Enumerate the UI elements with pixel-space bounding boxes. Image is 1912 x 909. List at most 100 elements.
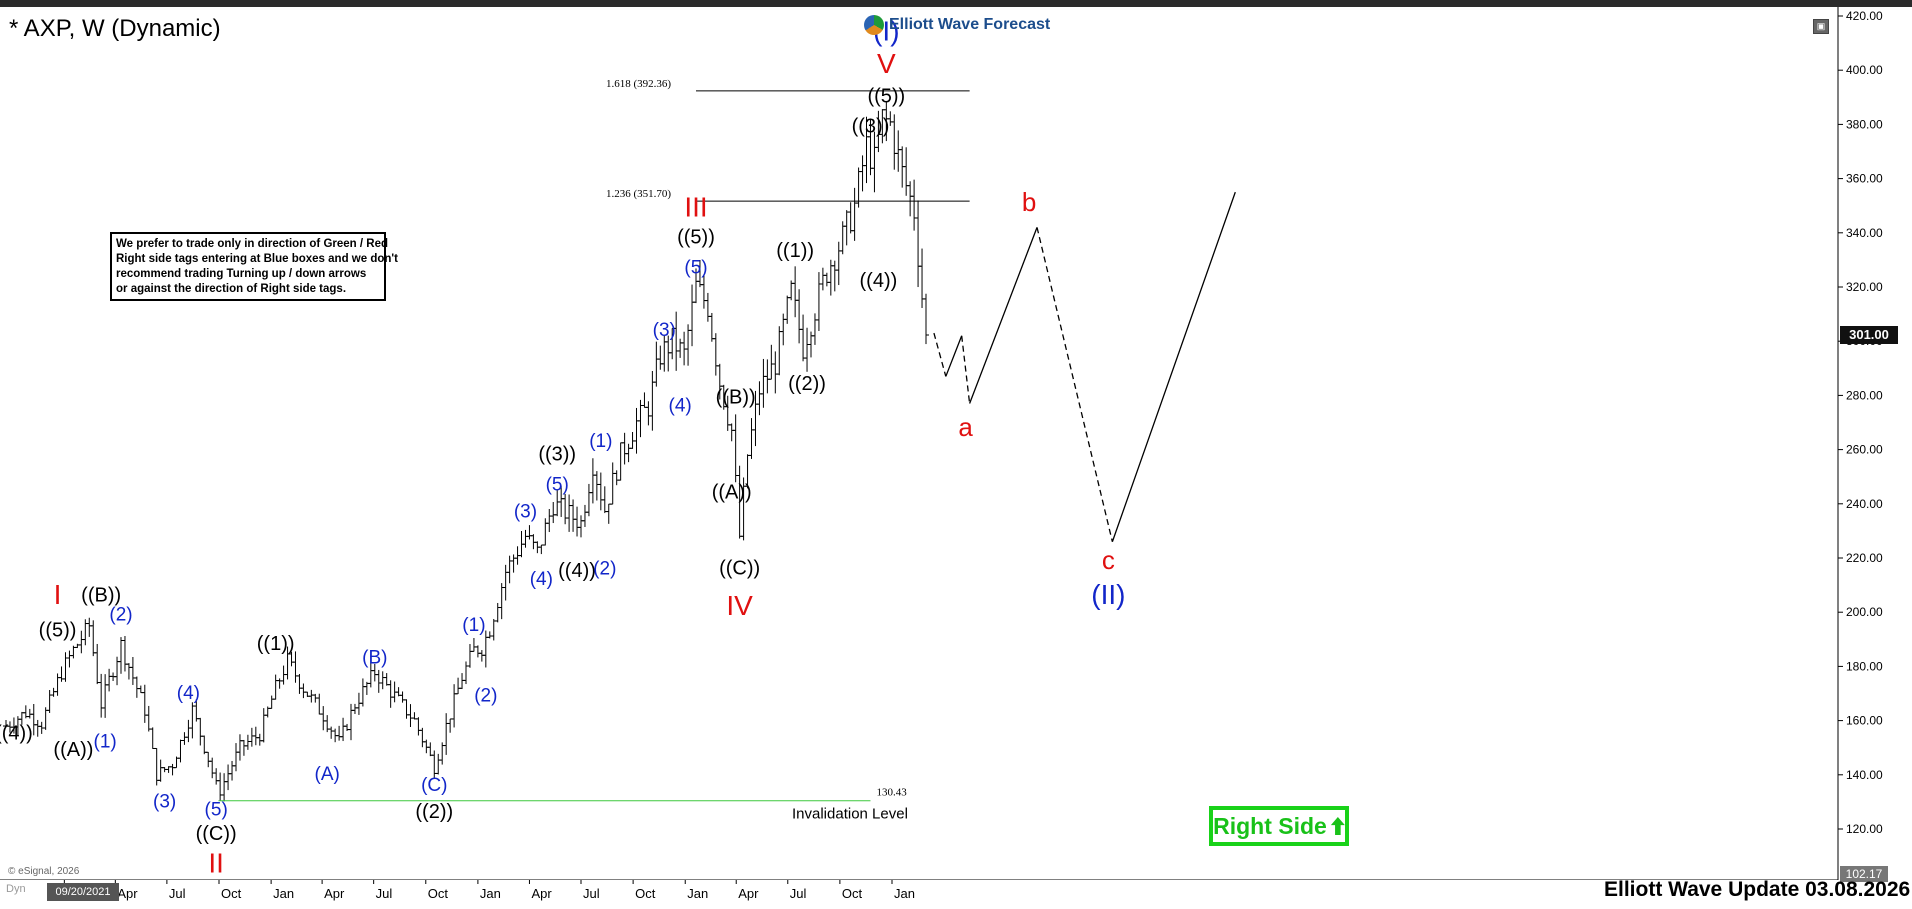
copyright: © eSignal, 2026 <box>8 866 80 877</box>
wave-label: (4) <box>669 396 692 417</box>
note-line: recommend trading Turning up / down arro… <box>116 268 367 280</box>
dynamic-chip: Dyn <box>6 883 26 895</box>
x-tick-label: Apr <box>324 886 345 901</box>
wave-label: (B) <box>362 648 387 669</box>
x-tick-label: Apr <box>738 886 759 901</box>
x-tick-label: Jan <box>480 886 501 901</box>
wave-label: ((3)) <box>538 443 576 465</box>
x-tick-label: Jan <box>687 886 708 901</box>
wave-label: ((4)) <box>860 270 898 292</box>
wave-label: (4) <box>177 683 200 704</box>
wave-label: ((3)) <box>852 116 890 138</box>
wave-label: ((4)) <box>558 560 596 582</box>
x-tick-label: Jul <box>583 886 600 901</box>
x-tick-label: Oct <box>221 886 242 901</box>
time-axis-band <box>0 880 1912 909</box>
projection-segment <box>961 335 971 404</box>
wave-label: (A) <box>315 764 340 785</box>
note-line: We prefer to trade only in direction of … <box>116 238 388 250</box>
wave-label: ((5)) <box>39 620 77 642</box>
y-tick-label: 340.00 <box>1846 226 1883 240</box>
wave-label: ((2)) <box>788 373 826 395</box>
wave-label: c <box>1102 545 1115 575</box>
wave-label: (5) <box>546 474 569 495</box>
note-line: or against the direction of Right side t… <box>116 283 347 295</box>
note-line: Right side tags entering at Blue boxes a… <box>116 253 398 265</box>
projection-segment <box>945 335 963 377</box>
invalidation-value-label: 130.43 <box>876 787 907 799</box>
wave-label: (3) <box>153 791 176 812</box>
y-tick-label: 260.00 <box>1846 443 1883 457</box>
wave-label: b <box>1022 187 1036 217</box>
wave-label: ((4)) <box>0 723 33 745</box>
x-tick-label: Jan <box>273 886 294 901</box>
projection-path <box>933 191 1236 542</box>
wave-label: (5) <box>205 799 228 820</box>
axes: 120.00 140.00 160.00 180.00 200.00 220.00 240.… <box>63 9 1883 901</box>
wave-label: ((A)) <box>712 481 752 503</box>
cursor-date-chip: 09/20/2021 <box>47 883 119 901</box>
y-tick-label: 200.00 <box>1846 605 1883 619</box>
right-side-label: Right Side <box>1213 812 1327 839</box>
projection-segment <box>969 227 1038 404</box>
fib-level-label: 1.618 (392.36) <box>606 78 671 90</box>
wave-label: (3) <box>514 501 537 522</box>
x-tick-label: Oct <box>842 886 863 901</box>
wave-label: ((B)) <box>81 584 121 606</box>
wave-label: ((C)) <box>196 823 237 845</box>
wave-label: (1) <box>589 431 612 452</box>
trading-note: We prefer to trade only in direction of … <box>110 232 398 301</box>
x-tick-label: Jul <box>376 886 393 901</box>
wave-label: a <box>958 412 973 442</box>
wave-label: (II) <box>1091 579 1125 610</box>
wave-label: (4) <box>530 569 553 590</box>
wave-label: ((C)) <box>719 557 760 579</box>
up-arrow-icon <box>1330 817 1345 835</box>
invalidation-text: Invalidation Level <box>792 806 908 823</box>
x-tick-label: Apr <box>531 886 552 901</box>
wave-label: IV <box>726 590 753 621</box>
wave-label: (2) <box>593 558 616 579</box>
projection-segment <box>1036 227 1114 542</box>
y-tick-label: 220.00 <box>1846 551 1883 565</box>
wave-labels: ((4))I((5))((A))((B))(2)(1)(3)(4)(5)((C)… <box>0 15 1126 878</box>
wave-label: (1) <box>94 732 117 753</box>
x-tick-label: Jul <box>169 886 186 901</box>
top-border <box>0 0 1912 7</box>
update-footer: Elliott Wave Update 03.08.2026 <box>1604 878 1911 901</box>
ohlc-bars <box>3 100 929 802</box>
y-tick-label: 360.00 <box>1846 172 1883 186</box>
wave-label: ((5)) <box>867 86 905 108</box>
wave-label: (2) <box>474 686 497 707</box>
fib-level-label: 1.236 (351.70) <box>606 188 671 200</box>
axis-min-tag: 102.17 <box>1840 866 1888 882</box>
y-tick-label: 420.00 <box>1846 9 1883 23</box>
wave-label: ((A)) <box>53 739 93 761</box>
y-tick-label: 400.00 <box>1846 63 1883 77</box>
x-tick-label: Apr <box>117 886 138 901</box>
wave-label: II <box>208 847 224 878</box>
x-tick-label: Oct <box>428 886 449 901</box>
wave-label: (C) <box>421 775 447 796</box>
y-tick-label: 120.00 <box>1846 822 1883 836</box>
fib-lines: 1.618 (392.36) 1.236 (351.70) 130.43 Invali… <box>218 78 970 823</box>
wave-label: ((B)) <box>716 387 756 409</box>
right-side-tag: Right Side <box>1209 806 1349 846</box>
wave-label: V <box>877 48 896 79</box>
projection-segment <box>1111 191 1236 542</box>
brand-logo[interactable]: Elliott Wave Forecast <box>864 15 1050 35</box>
wave-label: ((1)) <box>776 240 814 262</box>
wave-label: (2) <box>109 604 132 625</box>
y-tick-label: 320.00 <box>1846 280 1883 294</box>
restore-window-icon[interactable]: ▣ <box>1813 19 1829 34</box>
wave-label: (5) <box>684 257 707 278</box>
wave-label: ((5)) <box>677 227 715 249</box>
wave-label: ((2)) <box>415 801 453 823</box>
x-tick-label: Jan <box>894 886 915 901</box>
wave-label: (3) <box>653 320 676 341</box>
projection-segment <box>933 332 947 377</box>
wave-label: III <box>684 192 707 223</box>
chart-frame <box>0 7 1912 909</box>
last-price-tag: 301.00 <box>1840 326 1898 344</box>
